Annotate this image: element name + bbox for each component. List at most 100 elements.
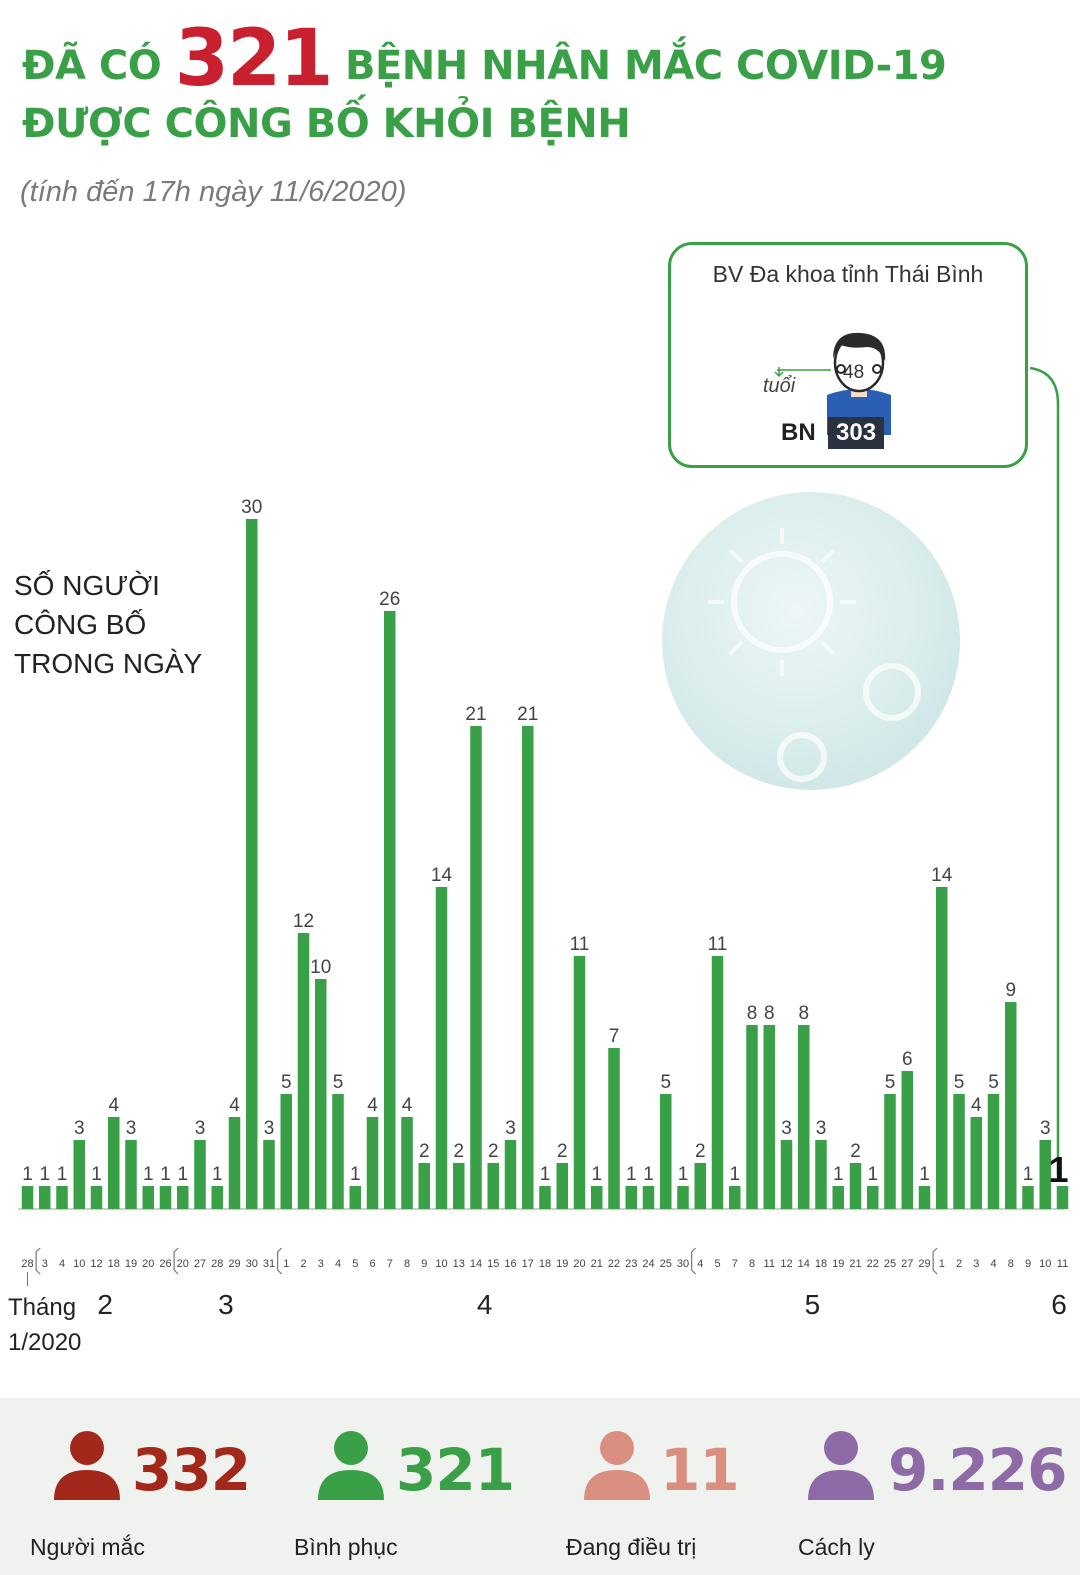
- bar: [56, 1186, 68, 1209]
- bar: [90, 1186, 103, 1209]
- bar: [849, 1163, 862, 1209]
- bar-value-label: 11: [708, 934, 728, 955]
- bar: [418, 1163, 430, 1209]
- x-tick-label: 19: [832, 1258, 844, 1270]
- bar: [263, 1140, 275, 1209]
- bar: [539, 1186, 551, 1209]
- x-tick-label: 10: [1039, 1258, 1051, 1270]
- bar-value-label: 3: [126, 1118, 137, 1139]
- bar: [384, 611, 396, 1209]
- bar-value-label: 1: [678, 1164, 689, 1185]
- bar-value-label: 30: [241, 497, 262, 518]
- age-label: tuổi: [763, 375, 796, 397]
- x-tick-label: 29: [228, 1258, 240, 1270]
- month-divider: [173, 1247, 179, 1275]
- x-tick-label: 30: [246, 1258, 258, 1270]
- bar-value-label: 1: [39, 1164, 50, 1185]
- x-tick-label: 20: [142, 1258, 154, 1270]
- title-number: 321: [174, 14, 334, 104]
- bar-value-label: 1: [350, 1164, 361, 1185]
- y-axis-label-line-1: SỐ NGƯỜI: [14, 570, 160, 601]
- title-line-2: ĐƯỢC CÔNG BỐ KHỎI BỆNH: [22, 101, 631, 147]
- month-divider: [691, 1247, 697, 1275]
- bar-value-label: 1: [22, 1164, 33, 1185]
- x-tick-label: 3: [973, 1258, 979, 1270]
- x-tick-label: 9: [421, 1258, 427, 1270]
- stat-recovered: 321 Bình phục: [294, 1420, 534, 1560]
- bar-value-label: 12: [293, 911, 314, 932]
- bar-value-label: 1: [643, 1164, 654, 1185]
- x-tick-label: 29: [918, 1258, 930, 1270]
- x-tick-label: 19: [556, 1258, 568, 1270]
- x-tick-label: 6: [369, 1258, 375, 1270]
- bar-value-label: 2: [453, 1141, 464, 1162]
- month-label: 6: [1051, 1289, 1067, 1320]
- bar: [1056, 1186, 1069, 1209]
- bar-value-label: 3: [816, 1118, 827, 1139]
- x-tick-label: 20: [573, 1258, 585, 1270]
- bar-value-label: 1: [1048, 1149, 1068, 1190]
- person-icon: [584, 1431, 650, 1500]
- x-tick-label: 10: [73, 1258, 85, 1270]
- page-title: ĐÃ CÓ 321 BỆNH NHÂN MẮC COVID-19 ĐƯỢC CÔ…: [22, 20, 947, 153]
- x-tick-label: 8: [1008, 1258, 1014, 1270]
- bar: [246, 519, 258, 1209]
- virus-icon: [708, 528, 921, 782]
- x-tick-label: 11: [764, 1258, 775, 1270]
- x-tick-label: 4: [335, 1258, 341, 1270]
- bar-value-label: 3: [1040, 1118, 1051, 1139]
- stat-label: Cách ly: [798, 1534, 875, 1560]
- patient-id-badge: 303: [828, 417, 885, 449]
- x-tick-label: 4: [990, 1258, 996, 1270]
- x-tick-label: 23: [625, 1258, 637, 1270]
- x-tick-label: 28: [21, 1258, 33, 1270]
- x-tick-label: 22: [608, 1258, 620, 1270]
- bar-value-label: 1: [91, 1164, 102, 1185]
- bar-value-label: 21: [517, 704, 538, 725]
- bar: [142, 1186, 154, 1209]
- bar: [194, 1140, 206, 1209]
- bar-value-label: 8: [764, 1003, 775, 1024]
- bar-value-label: 5: [988, 1072, 999, 1093]
- bar: [228, 1117, 241, 1209]
- x-tick-label: 10: [435, 1258, 447, 1270]
- bar-value-label: 3: [74, 1118, 85, 1139]
- bar-value-label: 2: [488, 1141, 499, 1162]
- summary-footer: 332 Người mắc 321 Bình phục 11 Đang điều…: [0, 1398, 1080, 1575]
- bar-value-label: 1: [160, 1164, 171, 1185]
- bar: [504, 1140, 517, 1209]
- bar-value-label: 11: [570, 934, 590, 955]
- x-tick-label: 3: [42, 1258, 48, 1270]
- title-line-1-rest: BỆNH NHÂN MẮC COVID-19: [344, 43, 947, 89]
- bar-value-label: 4: [402, 1095, 413, 1116]
- stat-value: 321: [396, 1436, 515, 1504]
- callout-connector: [1029, 366, 1060, 1175]
- bar-value-label: 4: [367, 1095, 378, 1116]
- bar: [798, 1025, 810, 1209]
- x-tick-label: 2: [956, 1258, 962, 1270]
- bar-value-label: 4: [229, 1095, 240, 1116]
- x-tick-label: 5: [352, 1258, 358, 1270]
- bar-value-label: 21: [465, 704, 486, 725]
- y-axis-label-line-2: CÔNG BỐ: [14, 609, 147, 640]
- bar-value-label: 4: [108, 1095, 119, 1116]
- bar-value-label: 8: [798, 1003, 809, 1024]
- x-tick-label: 28: [211, 1258, 223, 1270]
- month-label: 3: [218, 1289, 234, 1320]
- stat-quarantine: 9.226 Cách ly: [784, 1420, 1067, 1560]
- x-tick-label: 1: [283, 1258, 289, 1270]
- bar-value-label: 2: [695, 1141, 706, 1162]
- bar-value-label: 1: [57, 1164, 68, 1185]
- x-tick-label: 25: [884, 1258, 896, 1270]
- bar: [625, 1186, 637, 1209]
- bar: [729, 1186, 741, 1209]
- bar: [366, 1117, 379, 1209]
- x-tick-label: 31: [263, 1258, 275, 1270]
- month-label: Tháng: [8, 1294, 76, 1321]
- x-tick-label: 22: [867, 1258, 879, 1270]
- patient-callout: BV Đa khoa tỉnh Thái Bình 48 tuổi BN 303: [668, 242, 1028, 468]
- month-label: 5: [805, 1289, 821, 1320]
- x-tick-label: 19: [125, 1258, 137, 1270]
- bar-value-label: 2: [419, 1141, 430, 1162]
